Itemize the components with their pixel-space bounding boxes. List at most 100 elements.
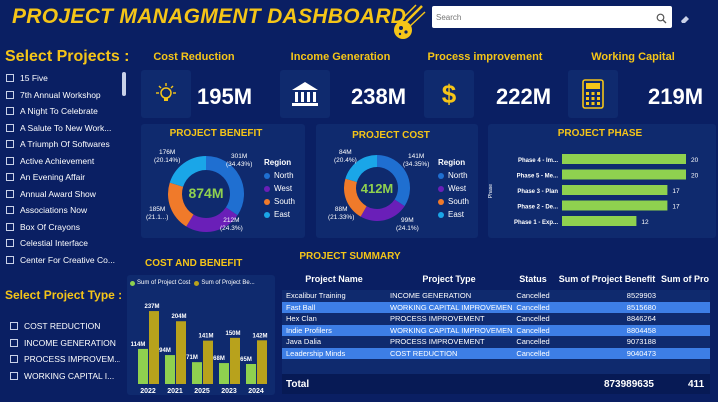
phase-bar[interactable] xyxy=(562,169,686,180)
donut-slice-east[interactable] xyxy=(169,156,206,187)
benefit-bar[interactable] xyxy=(176,321,186,384)
project-benefit-donut xyxy=(168,156,244,232)
kpi-value: 238M xyxy=(351,84,407,109)
type-option[interactable]: PROCESS IMPROVEM... xyxy=(10,351,120,368)
project-option[interactable]: Celestial Interface xyxy=(6,235,126,252)
benefit-bar[interactable] xyxy=(230,337,240,384)
table-row[interactable]: Java Dalia PROCESS IMPROVEMENT Cancelled 90… xyxy=(282,336,710,348)
legend-item[interactable]: North xyxy=(264,169,295,182)
checkbox[interactable] xyxy=(10,371,18,380)
project-option-label: A Triumph Of Softwares xyxy=(20,139,110,150)
slicer-scrollbar[interactable] xyxy=(122,72,126,96)
legend-item[interactable]: South xyxy=(438,195,469,208)
bank-icon xyxy=(290,80,320,108)
legend-item[interactable]: East xyxy=(438,208,469,221)
checkbox[interactable] xyxy=(6,107,14,116)
phase-value-label: 20 xyxy=(691,173,699,180)
kpi-label: Income Generation xyxy=(290,51,391,63)
table-row[interactable]: Hex Clan PROCESS IMPROVEMENT Cancelled 8846… xyxy=(282,313,710,325)
table-cell: Cancelled xyxy=(516,302,550,312)
column-header[interactable]: Project Type xyxy=(422,274,476,284)
project-option[interactable]: 15 Five xyxy=(6,70,126,87)
checkbox[interactable] xyxy=(10,322,18,331)
legend-item[interactable]: West xyxy=(438,182,469,195)
project-option[interactable]: Center For Creative Co... xyxy=(6,252,126,269)
column-header[interactable]: Sum of Pro xyxy=(660,274,709,284)
checkbox[interactable] xyxy=(6,189,14,198)
column-header[interactable]: Sum of Project Benefit xyxy=(558,274,656,284)
phase-bar[interactable] xyxy=(562,154,686,164)
project-option[interactable]: Box Of Crayons xyxy=(6,219,126,236)
column-header[interactable]: Project Name xyxy=(305,274,363,284)
type-option[interactable]: COST REDUCTION xyxy=(10,318,120,335)
legend-item[interactable]: North xyxy=(438,169,469,182)
project-option[interactable]: An Evening Affair xyxy=(6,169,126,186)
total-benefit: 873989635 xyxy=(603,378,654,390)
search-box[interactable] xyxy=(432,6,672,28)
donut-slice-south[interactable] xyxy=(344,178,367,217)
type-option[interactable]: WORKING CAPITAL I... xyxy=(10,368,120,385)
cost-bar[interactable] xyxy=(192,362,202,384)
benefit-bar[interactable] xyxy=(149,311,159,384)
cost-bar[interactable] xyxy=(219,363,229,384)
cost-bar[interactable] xyxy=(246,364,256,384)
phase-bar[interactable] xyxy=(562,185,668,195)
checkbox[interactable] xyxy=(6,255,14,264)
eraser-icon[interactable] xyxy=(680,11,690,29)
column-header[interactable]: Status xyxy=(519,274,547,284)
type-slicer[interactable]: COST REDUCTION INCOME GENERATION PROCESS I… xyxy=(10,318,120,386)
legend-item[interactable]: West xyxy=(264,182,295,195)
table-cell: PROCESS IMPROVEMENT xyxy=(390,314,485,324)
project-option[interactable]: A Salute To New Work... xyxy=(6,120,126,137)
donut-slice-east[interactable] xyxy=(345,155,377,182)
benefit-bar[interactable] xyxy=(203,340,213,384)
project-option-label: Center For Creative Co... xyxy=(20,254,115,265)
donut-slice-north[interactable] xyxy=(206,156,244,216)
cost-bar[interactable] xyxy=(138,348,148,384)
legend-item[interactable]: East xyxy=(264,208,295,221)
phase-bar[interactable] xyxy=(562,200,668,211)
type-option[interactable]: INCOME GENERATION xyxy=(10,335,120,352)
checkbox[interactable] xyxy=(6,140,14,149)
project-slicer[interactable]: 15 Five 7th Annual Workshop A Night To Cel… xyxy=(6,70,126,270)
donut-slice-west[interactable] xyxy=(186,207,238,232)
checkbox[interactable] xyxy=(10,355,18,364)
project-option[interactable]: Associations Now xyxy=(6,202,126,219)
project-option-label: Active Achievement xyxy=(20,155,95,166)
checkbox[interactable] xyxy=(6,90,14,99)
checkbox[interactable] xyxy=(10,338,18,347)
donut-slice-south[interactable] xyxy=(168,182,194,227)
project-option[interactable]: A Night To Celebrate xyxy=(6,103,126,120)
checkbox[interactable] xyxy=(6,222,14,231)
checkbox[interactable] xyxy=(6,156,14,165)
donut-slice-north[interactable] xyxy=(377,155,410,207)
table-row[interactable]: Fast Ball WORKING CAPITAL IMPROVEMENT Canc… xyxy=(282,301,710,313)
donut-slice-west[interactable] xyxy=(360,199,405,221)
table-row[interactable]: Excalibur Training INCOME GENERATION Cance… xyxy=(282,290,710,302)
search-icon[interactable] xyxy=(656,11,667,29)
phase-bar[interactable] xyxy=(562,216,637,226)
table-row[interactable]: Indie Profilers WORKING CAPITAL IMPROVEME… xyxy=(282,324,710,336)
table-cell: INCOME GENERATION xyxy=(390,291,472,301)
table-row[interactable]: Leadership Minds COST REDUCTION Cancelled 9… xyxy=(282,347,710,359)
donut-data-label: 141M (34.35%) xyxy=(403,153,430,168)
checkbox[interactable] xyxy=(6,173,14,182)
summary-table[interactable]: Project Name Project Type Status Sum of Pro… xyxy=(282,268,710,394)
checkbox[interactable] xyxy=(6,123,14,132)
search-input[interactable] xyxy=(436,7,646,27)
cost-bar[interactable] xyxy=(165,355,175,384)
bar-data-label: 150M xyxy=(225,331,240,337)
table-cell: 9073188 xyxy=(626,337,656,347)
legend-item[interactable]: South xyxy=(264,195,295,208)
project-option[interactable]: Active Achievement xyxy=(6,153,126,170)
project-option[interactable]: A Triumph Of Softwares xyxy=(6,136,126,153)
checkbox[interactable] xyxy=(6,206,14,215)
project-option[interactable]: 7th Annual Workshop xyxy=(6,87,126,104)
year-tick-label: 2021 xyxy=(167,388,183,395)
benefit-bar[interactable] xyxy=(257,340,267,384)
project-option-label: A Salute To New Work... xyxy=(20,122,112,133)
project-option[interactable]: Annual Award Show xyxy=(6,186,126,203)
year-tick-label: 2024 xyxy=(248,388,264,395)
checkbox[interactable] xyxy=(6,74,14,83)
checkbox[interactable] xyxy=(6,239,14,248)
